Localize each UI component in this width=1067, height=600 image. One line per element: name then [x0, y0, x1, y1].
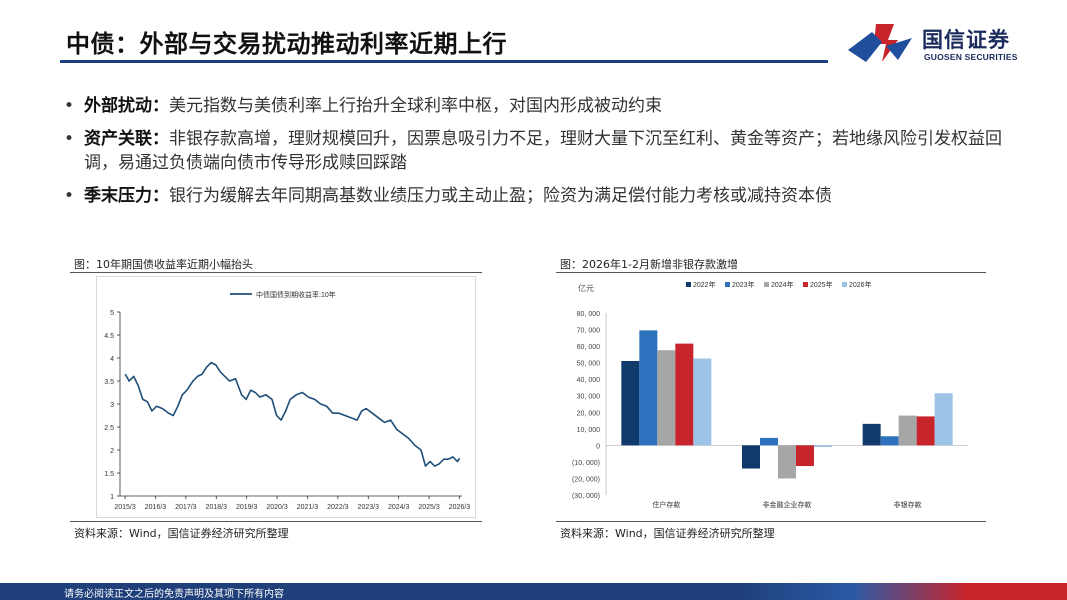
footer-accent: [737, 583, 1067, 600]
logo-red-shape: [874, 24, 898, 62]
logo-mark-icon: [848, 24, 912, 62]
y-tick-label: 5: [110, 310, 114, 317]
x-tick-label: 2018/3: [206, 504, 228, 511]
bar: [934, 393, 953, 446]
x-tick-label: 2015/3: [114, 504, 136, 511]
y-tick-label: 30, 000: [577, 394, 600, 401]
bar: [657, 350, 676, 446]
y-tick-label: (30, 000): [572, 493, 600, 500]
legend-label: 中债国债到期收益率:10年: [256, 290, 336, 299]
legend-swatch: [686, 282, 691, 287]
bar: [693, 358, 712, 446]
y-tick-label: 4.5: [104, 333, 114, 340]
y-tick-label: (10, 000): [572, 460, 600, 467]
right-source: 资料来源：Wind，国信证券经济研究所整理: [560, 527, 775, 540]
y-tick-label: 1.5: [104, 471, 114, 478]
y-tick-label: 50, 000: [577, 361, 600, 368]
right-figure-caption: 图：2026年1-2月新增非银存款激增: [560, 258, 738, 271]
bullet-dot: •: [64, 129, 75, 149]
bar: [880, 436, 899, 446]
bar: [814, 445, 832, 448]
legend-label: 2022年: [693, 280, 716, 289]
category-label: 住户存款: [652, 500, 680, 509]
bar: [742, 445, 760, 469]
bar: [760, 437, 778, 446]
legend-swatch: [842, 282, 847, 287]
bar: [778, 445, 796, 479]
bullet-head: 季末压力：: [84, 186, 169, 206]
x-tick-label: 2023/3: [358, 504, 380, 511]
logo-blue-shape: [848, 32, 882, 62]
legend-swatch: [803, 282, 808, 287]
bullet-text: 非银存款高增，理财规模回升，因票息吸引力不足，理财大量下沉至红利、黄金等资产；若…: [84, 129, 1002, 173]
y-tick-label: 60, 000: [577, 344, 600, 351]
legend-label: 2023年: [732, 280, 755, 289]
bar: [916, 416, 935, 446]
bar: [621, 360, 640, 446]
bullet-head: 资产关联：: [84, 129, 169, 149]
logo-text-cn: 国信证券: [922, 28, 1010, 52]
left-figure-caption: 图：10年期国债收益率近期小幅抬头: [74, 258, 253, 271]
y-tick-label: 2: [110, 448, 114, 455]
y-tick-label: 20, 000: [577, 410, 600, 417]
left-caption-rule: [70, 272, 482, 273]
y-tick-label: 3: [110, 402, 114, 409]
page-title: 中债：外部与交易扰动推动利率近期上行: [66, 30, 507, 58]
bar: [796, 445, 814, 467]
left-source: 资料来源：Wind，国信证券经济研究所整理: [74, 527, 289, 540]
x-tick-label: 2020/3: [266, 504, 288, 511]
bullet-dot: •: [64, 96, 75, 116]
footer-disclaimer: 请务必阅读正文之后的免责声明及其项下所有内容: [64, 589, 284, 600]
bar: [639, 330, 658, 446]
x-tick-label: 2026/3: [449, 504, 471, 511]
y-tick-label: 10, 000: [577, 427, 600, 434]
legend-swatch: [764, 282, 769, 287]
bar: [862, 423, 881, 446]
y-unit-label: 亿元: [578, 283, 594, 293]
legend-swatch: [725, 282, 730, 287]
line-chart: 1 1.5 2 2.5 3 3.5 4 4.5 5 2015/3 2016/3 2017/3 2018/…: [104, 290, 471, 511]
logo-text-en: GUOSEN SECURITIES: [924, 52, 1018, 62]
x-tick-label: 2022/3: [327, 504, 349, 511]
legend-label: 2025年: [810, 280, 833, 289]
x-tick-label: 2019/3: [236, 504, 258, 511]
y-tick-label: 2.5: [104, 425, 114, 432]
bar-chart: 亿元 80, 000 70, 000 60, 000 50, 000 40, 000 30,…: [560, 275, 982, 513]
bar: [675, 343, 694, 446]
legend-label: 2024年: [771, 280, 794, 289]
left-chart-frame: [96, 276, 476, 518]
bullet-text: 银行为缓解去年同期高基数业绩压力或主动止盈；险资为满足偿付能力考核或减持资本债: [169, 186, 832, 206]
x-tick-label: 2025/3: [418, 504, 440, 511]
y-tick-label: 80, 000: [577, 311, 600, 318]
category-label: 非金融企业存款: [763, 500, 812, 509]
y-tick-label: 0: [596, 443, 600, 450]
y-tick-label: 70, 000: [577, 328, 600, 335]
y-tick-label: 4: [110, 356, 114, 363]
company-logo: 国信证券 GUOSEN SECURITIES: [846, 20, 1026, 66]
series-line: [124, 361, 461, 467]
y-tick-label: (20, 000): [572, 476, 600, 483]
bullet-head: 外部扰动：: [84, 96, 169, 116]
legend-label: 2026年: [849, 280, 872, 289]
right-caption-rule: [556, 272, 986, 273]
x-tick-label: 2024/3: [388, 504, 410, 511]
x-tick-label: 2017/3: [175, 504, 197, 511]
x-tick-label: 2016/3: [145, 504, 167, 511]
bullet-dot: •: [64, 186, 75, 206]
logo-blue-shape-2: [886, 38, 912, 60]
bullet-item: • 资产关联：非银存款高增，理财规模回升，因票息吸引力不足，理财大量下沉至红利、…: [62, 127, 1022, 175]
y-tick-label: 3.5: [104, 379, 114, 386]
right-source-rule: [556, 521, 986, 522]
bullet-item: • 外部扰动：美元指数与美债利率上行抬升全球利率中枢，对国内形成被动约束: [62, 94, 1022, 118]
y-tick-label: 1: [110, 494, 114, 501]
bullet-item: • 季末压力：银行为缓解去年同期高基数业绩压力或主动止盈；险资为满足偿付能力考核…: [62, 184, 1022, 208]
bar: [898, 415, 917, 446]
bullet-list: • 外部扰动：美元指数与美债利率上行抬升全球利率中枢，对国内形成被动约束 • 资…: [62, 94, 1022, 217]
title-underline: [60, 60, 828, 63]
y-tick-label: 40, 000: [577, 377, 600, 384]
x-tick-label: 2021/3: [297, 504, 319, 511]
bullet-text: 美元指数与美债利率上行抬升全球利率中枢，对国内形成被动约束: [169, 96, 662, 116]
category-label: 非银存款: [894, 500, 922, 509]
left-source-rule: [70, 521, 482, 522]
